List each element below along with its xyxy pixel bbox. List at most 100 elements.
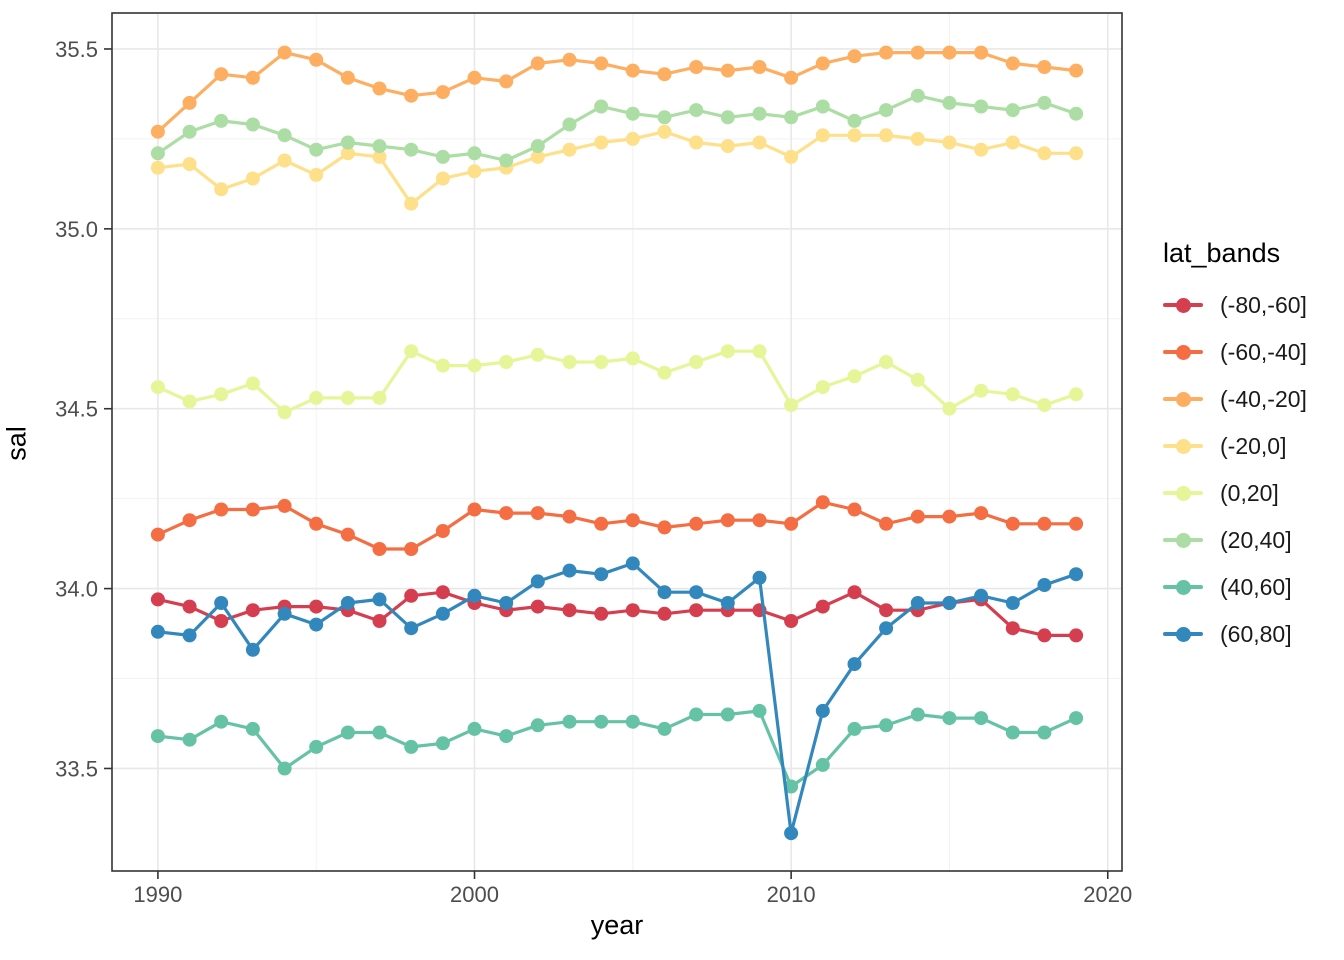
legend-key-icon [1163, 337, 1203, 367]
data-point [689, 103, 704, 118]
data-point [752, 513, 767, 528]
legend-key-icon [1163, 478, 1203, 508]
legend-key-icon [1163, 290, 1203, 320]
data-point [657, 110, 672, 125]
data-point [594, 606, 609, 621]
data-point [277, 45, 292, 60]
data-point [625, 714, 640, 729]
data-point [530, 149, 545, 164]
data-point [847, 49, 862, 64]
legend-item-lat-band-20-40: (20,40] [1163, 525, 1307, 555]
legend-item-label: (-80,-60] [1220, 291, 1307, 318]
data-point [625, 131, 640, 146]
data-point [309, 52, 324, 67]
data-point [530, 56, 545, 71]
y-tick-label: 33.5 [55, 756, 98, 781]
data-point [689, 707, 704, 722]
data-point [1037, 578, 1052, 592]
data-point [784, 826, 799, 841]
data-point [562, 142, 577, 157]
data-point [150, 527, 165, 542]
data-point [752, 344, 767, 359]
data-point [309, 167, 324, 182]
data-point [530, 347, 545, 362]
data-point [1037, 725, 1052, 740]
y-tick-label: 35.5 [55, 37, 98, 62]
data-point [720, 110, 735, 125]
data-point [879, 718, 894, 733]
data-point [784, 614, 799, 628]
data-point [784, 70, 799, 85]
data-point [847, 113, 862, 128]
data-point [847, 502, 862, 517]
data-point [372, 614, 387, 628]
data-point [1037, 516, 1052, 531]
data-point [689, 60, 704, 74]
data-point [372, 542, 387, 556]
data-point [720, 513, 735, 528]
data-point [720, 344, 735, 359]
data-point [467, 502, 482, 517]
data-point [150, 146, 165, 161]
data-point [404, 542, 419, 556]
data-point [625, 556, 640, 571]
data-point [182, 157, 197, 172]
legend-item-lat-band-0-20: (0,20] [1163, 478, 1307, 508]
data-point [657, 585, 672, 600]
data-point [1069, 567, 1084, 582]
data-point [562, 355, 577, 369]
data-point [847, 369, 862, 384]
legend-item-label: (-40,-20] [1220, 385, 1307, 412]
data-point [499, 729, 514, 744]
data-point [404, 142, 419, 157]
data-point [815, 757, 830, 772]
data-point [657, 520, 672, 535]
data-point [435, 585, 450, 600]
x-axis-title: year [590, 910, 644, 940]
y-tick-label: 34.5 [55, 397, 98, 422]
data-point [689, 135, 704, 150]
data-point [372, 725, 387, 740]
data-point [910, 707, 925, 722]
series-(-60,-40] [150, 495, 1084, 556]
data-point [910, 45, 925, 60]
data-point [720, 139, 735, 154]
data-point [942, 596, 957, 610]
data-point [562, 603, 577, 618]
data-point [689, 585, 704, 600]
data-point [784, 110, 799, 125]
data-point [182, 394, 197, 409]
data-point [625, 106, 640, 121]
data-point [277, 498, 292, 513]
legend-item-label: (60,80] [1220, 620, 1292, 647]
data-point [847, 657, 862, 672]
data-point [752, 703, 767, 718]
legend-item-lat-band-neg20-0: (-20,0] [1163, 431, 1307, 461]
data-point [879, 516, 894, 531]
data-point [372, 390, 387, 405]
data-point [1005, 596, 1020, 610]
data-point [942, 401, 957, 416]
data-point [974, 711, 989, 726]
data-point [689, 603, 704, 618]
data-point [752, 570, 767, 585]
data-point [245, 502, 260, 517]
data-point [1069, 516, 1084, 531]
data-point [214, 182, 229, 197]
data-point [1005, 56, 1020, 71]
data-point [847, 721, 862, 736]
data-point [594, 567, 609, 582]
data-point [309, 617, 324, 632]
data-point [530, 599, 545, 614]
data-point [594, 56, 609, 71]
data-point [150, 124, 165, 139]
data-point [245, 117, 260, 132]
data-point [309, 390, 324, 405]
data-point [910, 131, 925, 146]
data-point [1069, 63, 1084, 78]
data-point [214, 614, 229, 628]
data-point [847, 585, 862, 600]
data-point [594, 135, 609, 150]
legend-key-icon [1163, 525, 1203, 555]
data-point [942, 509, 957, 524]
